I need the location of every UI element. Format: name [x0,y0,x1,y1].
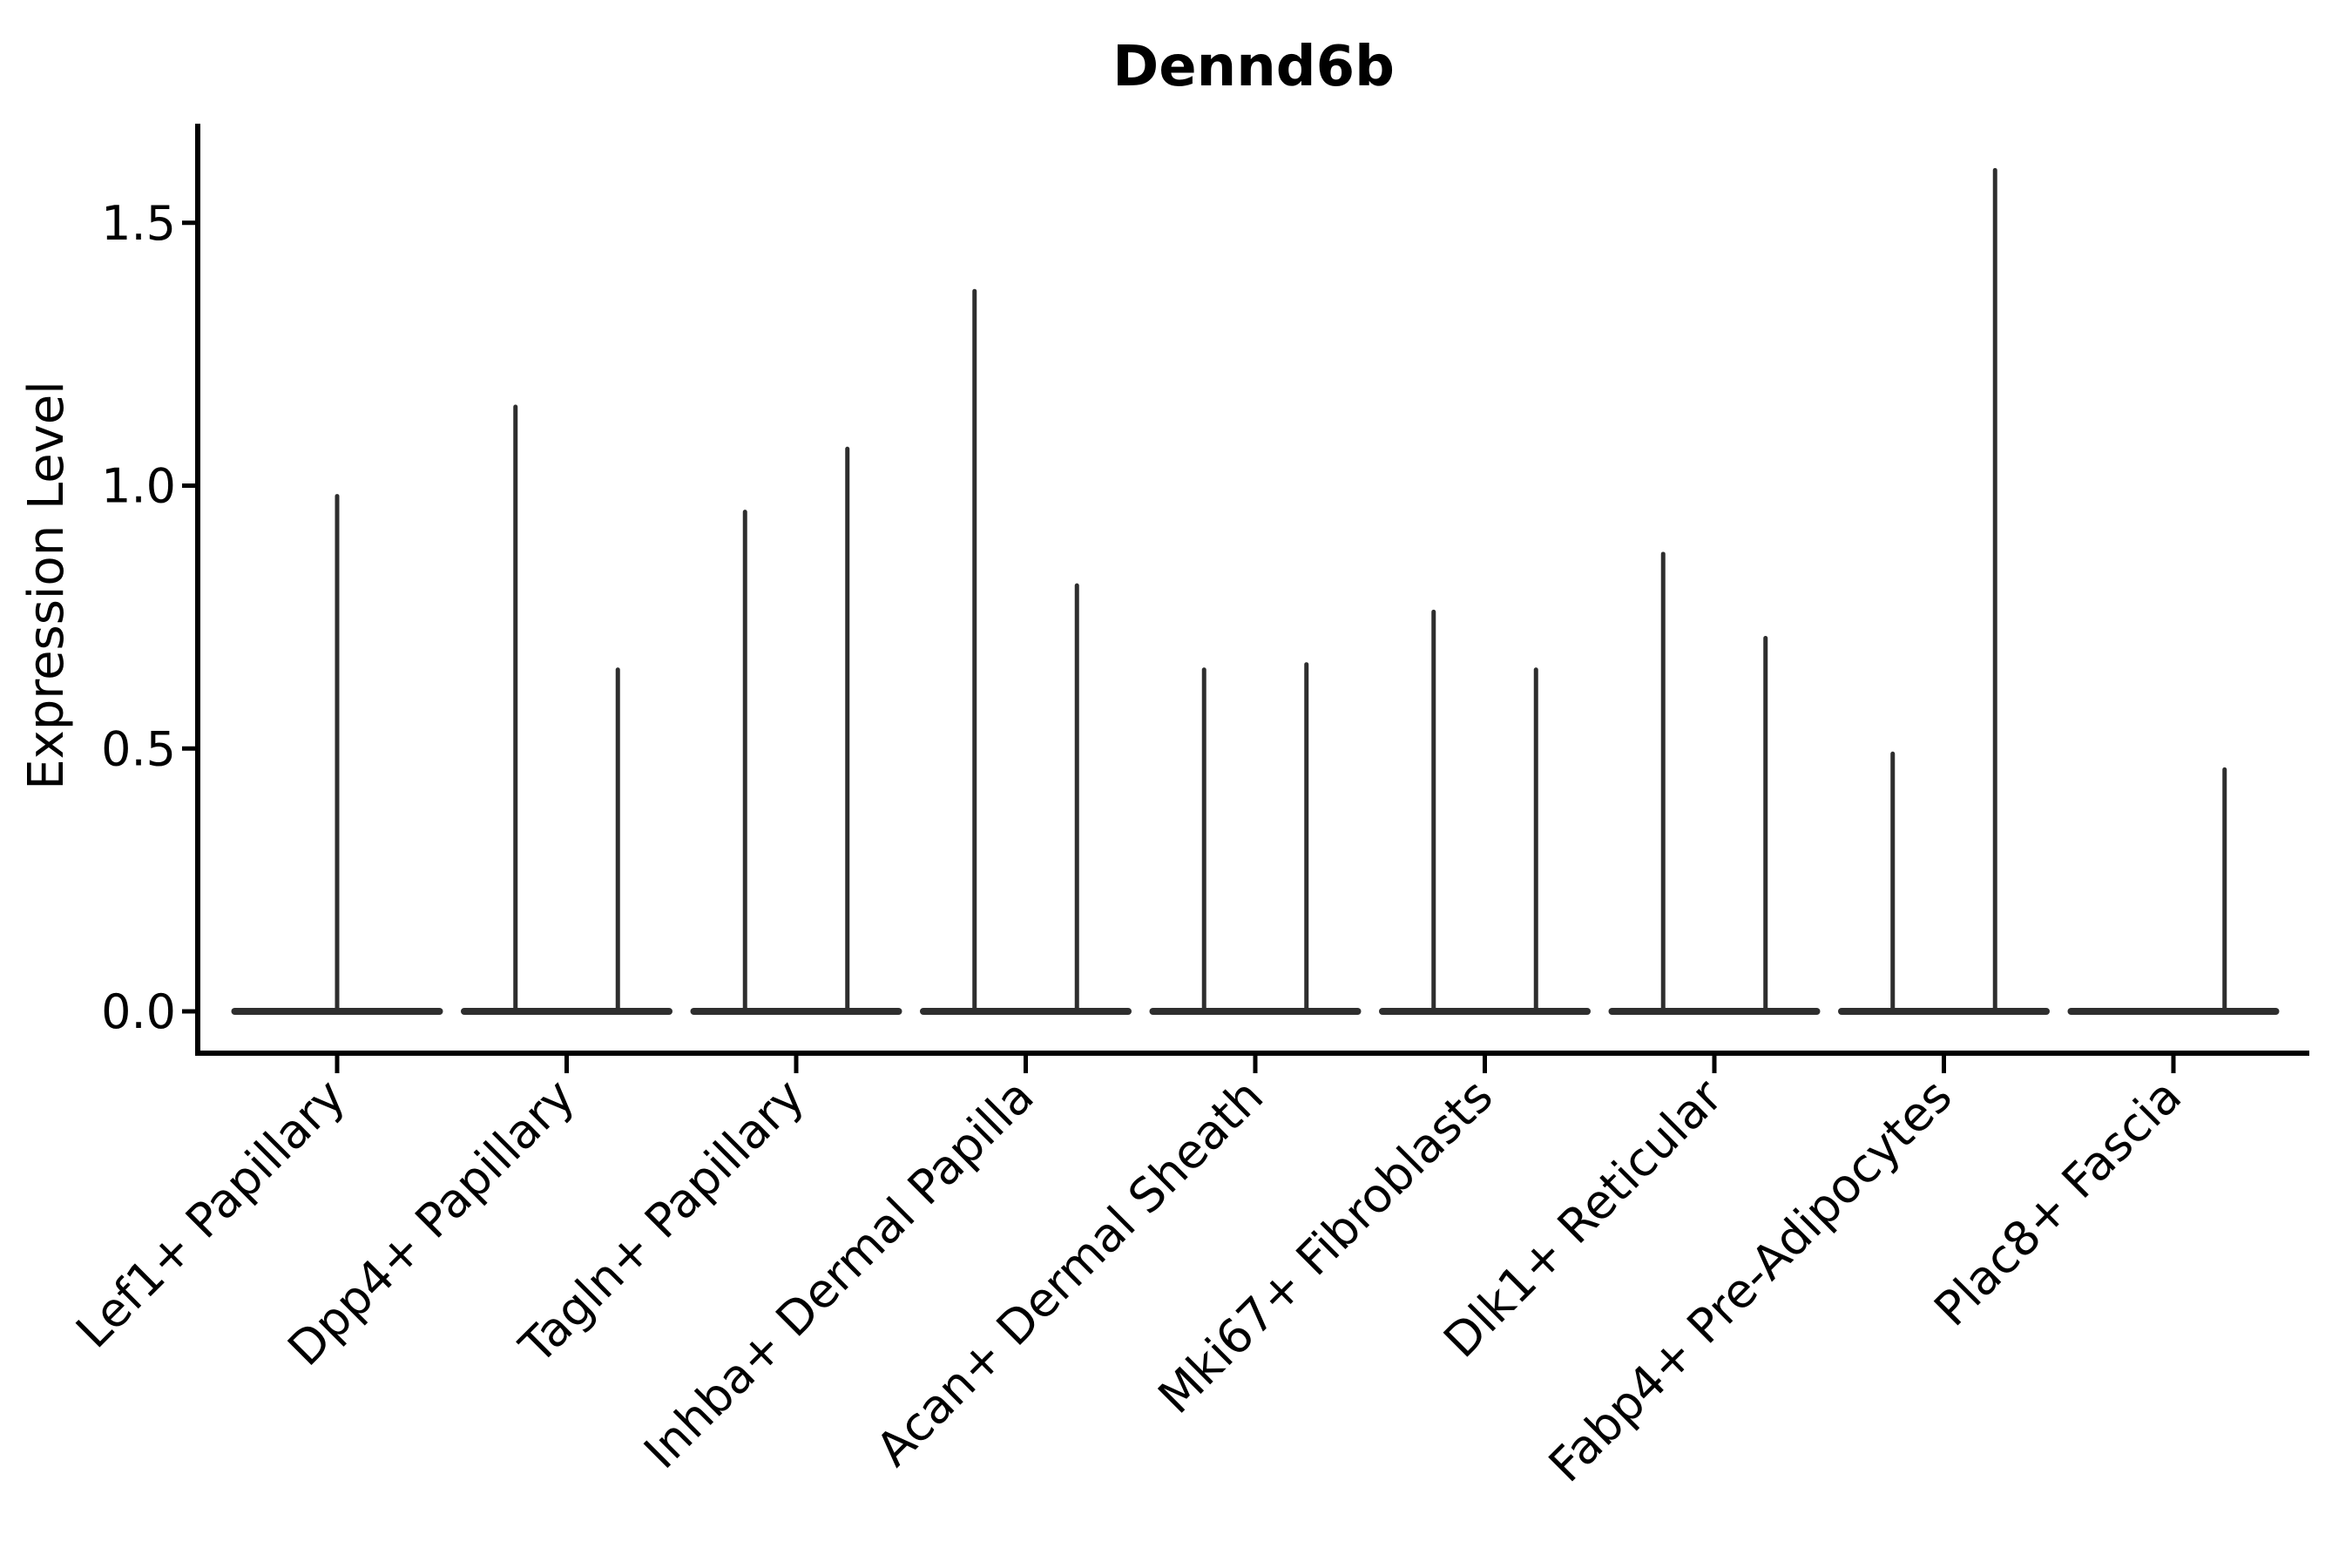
y-tick-label: 0.0 [101,984,176,1039]
y-tick-label: 1.0 [101,459,176,514]
y-tick-label: 0.5 [101,721,176,776]
axes: 0.0 0.5 1.0 1.5 [101,124,2309,1073]
violins [231,167,2280,1015]
y-tick-label: 1.5 [101,196,176,251]
x-tick-label: Plac8+ Fascia [1923,1069,2192,1337]
x-tick-label: Acan+ Dermal Sheath [866,1069,1274,1477]
x-tick-label: Inhba+ Dermal Papilla [633,1069,1044,1479]
y-axis-label: Expression Level [18,381,75,790]
chart-title: Dennd6b [1112,35,1395,99]
x-tick-label: Fabp4+ Pre-Adipocytes [1538,1069,1963,1493]
